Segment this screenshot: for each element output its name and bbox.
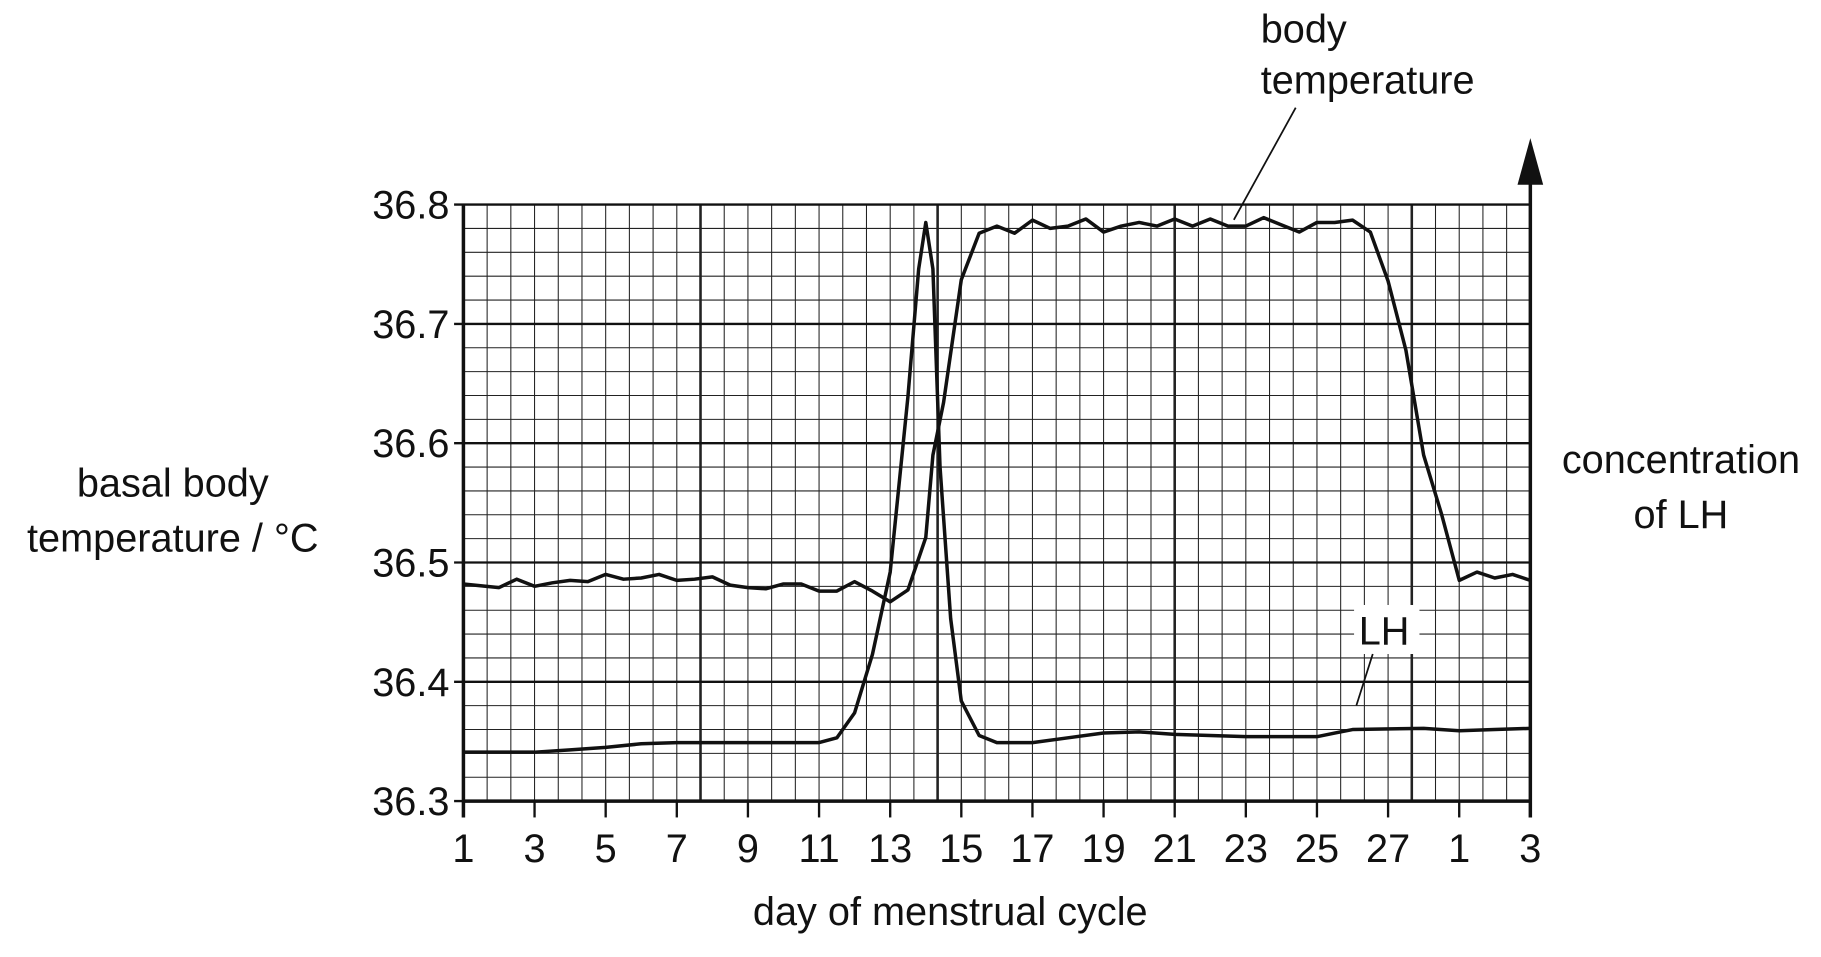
grid (454, 203, 1531, 803)
y2-axis-label: of LH (1634, 493, 1729, 537)
series-label: LH (1359, 610, 1410, 654)
label-background (1354, 604, 1420, 655)
x-tick-label: 11 (798, 827, 839, 871)
x-tick-label: 25 (1295, 827, 1339, 871)
data-line (463, 215, 1531, 604)
data-line (463, 220, 1531, 754)
series-label: temperature (1261, 59, 1475, 103)
x-tick-label: 19 (1082, 827, 1126, 871)
x-tick-label: 17 (1010, 827, 1054, 871)
y-axis-label: temperature / °C (27, 516, 318, 560)
y-tick-label: 36.8 (372, 184, 449, 228)
x-tick-label: 1 (1448, 827, 1470, 871)
y-tick-label: 36.6 (372, 422, 449, 466)
y-tick-label: 36.4 (372, 661, 449, 705)
x-tick-label: 5 (595, 827, 617, 871)
y-tick-label: 36.3 (372, 780, 449, 824)
leader-line (1355, 653, 1374, 706)
leader-line (1233, 107, 1297, 221)
x-tick-label: 13 (868, 827, 912, 871)
x-tick-label: 15 (939, 827, 983, 871)
x-tick-label: 3 (524, 827, 546, 871)
y-tick-label: 36.7 (372, 303, 449, 347)
x-tick-label: 23 (1224, 827, 1268, 871)
y2-axis-arrow (1517, 138, 1544, 185)
y2-axis-label: concentration (1562, 438, 1800, 482)
x-tick-label: 3 (1519, 827, 1541, 871)
x-tick-label: 27 (1366, 827, 1410, 871)
series-label: body (1261, 7, 1347, 51)
x-tick-label: 9 (737, 827, 759, 871)
x-tick-label: 7 (666, 827, 688, 871)
y-axis-label: basal body (77, 461, 269, 505)
x-tick-label: 1 (452, 827, 474, 871)
x-axis-label: day of menstrual cycle (753, 890, 1148, 934)
y-tick-label: 36.5 (372, 542, 449, 586)
x-tick-label: 21 (1153, 827, 1197, 871)
